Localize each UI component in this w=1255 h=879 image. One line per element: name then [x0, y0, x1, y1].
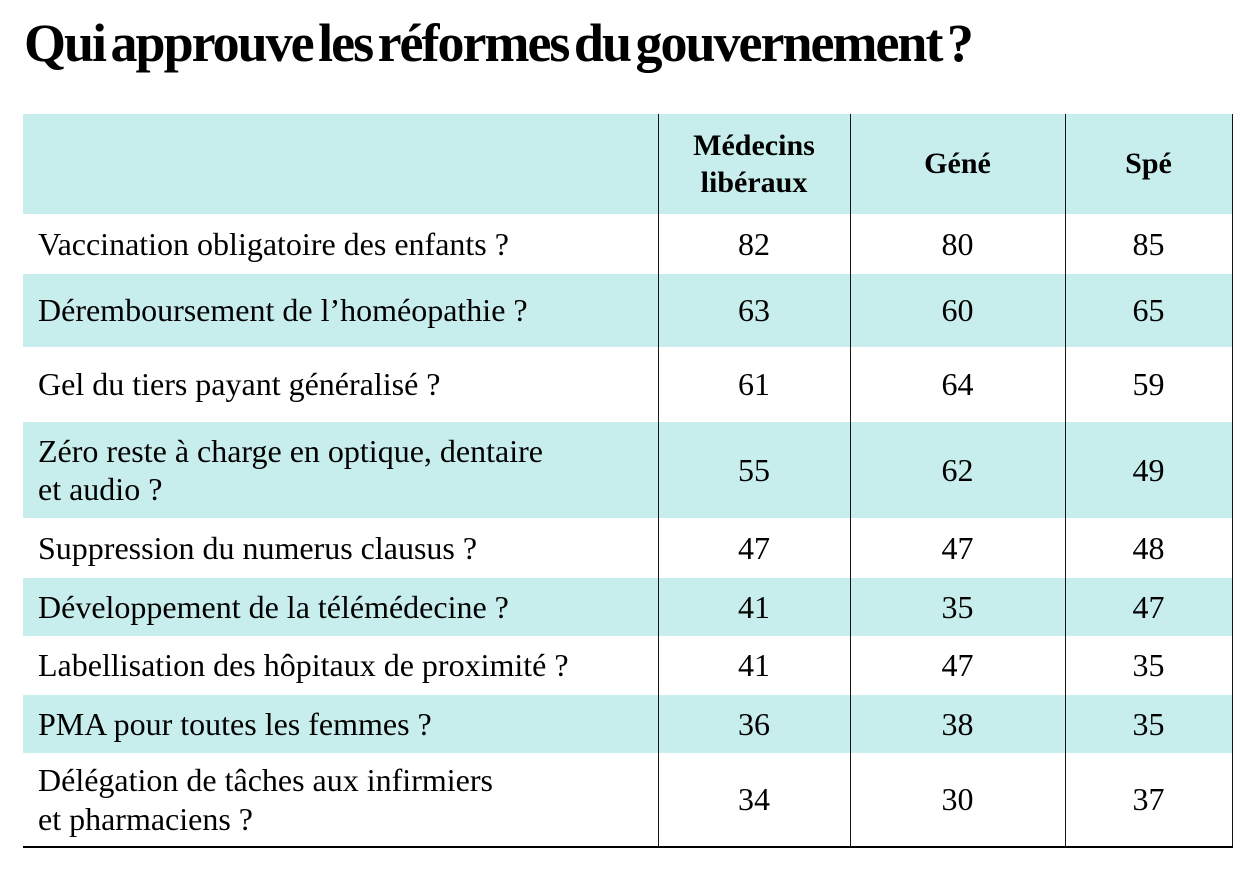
- value-cell: 61: [657, 347, 850, 423]
- question-cell: Délégation de tâches aux infirmiers et p…: [38, 762, 493, 837]
- table-row: Déremboursement de l’homéopathie ? 63 60 65: [23, 274, 1233, 348]
- value-cell: 49: [1064, 422, 1233, 519]
- value-cell: 34: [657, 753, 850, 848]
- value-cell: 48: [1064, 518, 1233, 579]
- value-cell: 62: [849, 422, 1065, 519]
- table-row: PMA pour toutes les femmes ? 36 38 35: [23, 695, 1233, 754]
- question-cell: Déremboursement de l’homéopathie ?: [23, 274, 658, 348]
- value-cell: 38: [849, 695, 1065, 754]
- value-cell: 30: [849, 753, 1065, 848]
- value-cell: 85: [1064, 214, 1233, 275]
- value-cell: 60: [849, 274, 1065, 348]
- value-cell: 47: [849, 636, 1065, 696]
- table-row: Développement de la télémédecine ? 41 35 47: [23, 578, 1233, 637]
- table-row: Labellisation des hôpitaux de proximité …: [23, 636, 1233, 696]
- question-cell: Labellisation des hôpitaux de proximité …: [38, 647, 569, 684]
- value-cell: 35: [1064, 636, 1233, 696]
- table-row: Zéro reste à charge en optique, dentaire…: [23, 422, 1233, 519]
- question-cell: Vaccination obligatoire des enfants ?: [38, 225, 509, 262]
- value-cell: 47: [1064, 578, 1233, 637]
- value-cell: 55: [657, 422, 850, 519]
- value-cell: 80: [849, 214, 1065, 275]
- column-header-spe: Spé: [1064, 114, 1233, 215]
- table-row: Délégation de tâches aux infirmiers et p…: [23, 753, 1233, 848]
- question-cell: Zéro reste à charge en optique, dentaire…: [23, 422, 658, 519]
- question-cell: PMA pour toutes les femmes ?: [23, 695, 658, 754]
- value-cell: 47: [657, 518, 850, 579]
- column-header-medecins-liberaux: Médecins libéraux: [657, 114, 850, 215]
- table-row: Gel du tiers payant généralisé ? 61 64 59: [23, 347, 1233, 423]
- page-title: Qui approuve les réformes du gouvernemen…: [24, 13, 974, 73]
- value-cell: 41: [657, 636, 850, 696]
- value-cell: 36: [657, 695, 850, 754]
- question-cell: Suppression du numerus clausus ?: [38, 529, 478, 566]
- survey-table-body: Vaccination obligatoire des enfants ? 82 8…: [23, 214, 1233, 848]
- corner-header-cell: [23, 114, 658, 215]
- survey-table: Médecins libéraux Géné Spé Vaccination o…: [23, 114, 1233, 849]
- value-cell: 82: [657, 214, 850, 275]
- value-cell: 59: [1064, 347, 1233, 423]
- value-cell: 64: [849, 347, 1065, 423]
- value-cell: 35: [1064, 695, 1233, 754]
- value-cell: 41: [657, 578, 850, 637]
- value-cell: 37: [1064, 753, 1233, 848]
- question-cell: Gel du tiers payant généralisé ?: [38, 366, 441, 403]
- question-cell: Développement de la télémédecine ?: [23, 578, 658, 637]
- table-row: Suppression du numerus clausus ? 47 47 48: [23, 518, 1233, 579]
- table-row: Vaccination obligatoire des enfants ? 82 8…: [23, 214, 1233, 275]
- value-cell: 47: [849, 518, 1065, 579]
- value-cell: 65: [1064, 274, 1233, 348]
- header-row: Médecins libéraux Géné Spé: [23, 114, 1233, 215]
- column-header-gene: Géné: [849, 114, 1065, 215]
- value-cell: 35: [849, 578, 1065, 637]
- value-cell: 63: [657, 274, 850, 348]
